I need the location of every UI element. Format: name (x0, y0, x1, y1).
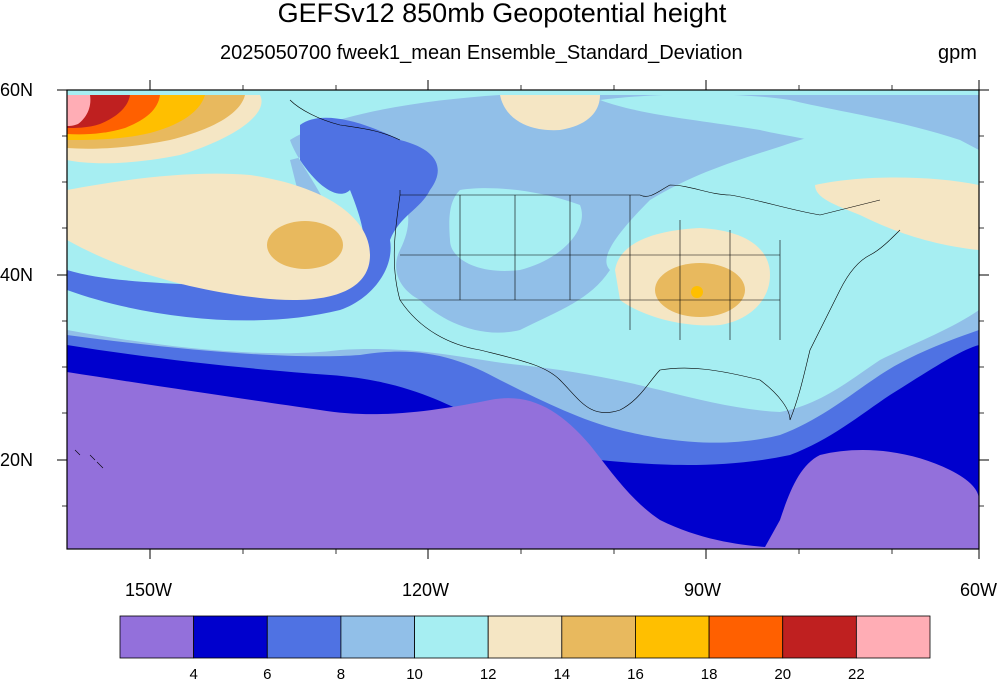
colorbar-swatch-7 (635, 615, 710, 659)
lat-label-60n: 60N (0, 80, 34, 100)
contour-fill (67, 90, 979, 549)
lat-label-20n: 20N (0, 450, 34, 470)
map-subtitle: 2025050700 fweek1_mean Ensemble_Standard… (220, 42, 743, 64)
map-title: GEFSv12 850mb Geopotential height (277, 0, 727, 28)
colorbar-swatch-0 (119, 615, 195, 659)
lon-label-150w: 150W (125, 580, 173, 600)
colorbar-tick-label: 18 (700, 666, 718, 683)
colorbar-swatch-3 (340, 615, 415, 659)
colorbar-tick-label: 16 (627, 666, 644, 683)
colorbar-swatch-9 (782, 615, 857, 659)
lat-label-40n: 40N (0, 265, 34, 285)
lon-label-120w: 120W (402, 580, 450, 600)
colorbar-tick-label: 6 (263, 666, 272, 683)
colorbar-swatch-2 (266, 615, 342, 659)
colorbar-tick-label: 14 (553, 666, 571, 683)
coastlines (74, 99, 901, 469)
colorbar-tick-label: 8 (336, 666, 346, 683)
lon-label-60w: 60W (960, 580, 998, 600)
colorbar-swatch-5 (487, 615, 563, 659)
plot-frame (66, 89, 980, 550)
axis-ticks (57, 80, 989, 559)
colorbar-tick-label: 12 (479, 666, 497, 683)
colorbar-swatch-6 (561, 615, 636, 659)
colorbar-tick-label: 4 (189, 666, 198, 683)
colorbar-swatch-10 (855, 615, 931, 659)
colorbar-swatch-8 (708, 615, 784, 659)
colorbar (119, 615, 931, 659)
colorbar-tick-label: 10 (406, 666, 423, 683)
colorbar-tick-label: 22 (848, 666, 865, 683)
units-label: gpm (938, 42, 977, 64)
lon-label-90w: 90W (684, 580, 722, 600)
colorbar-swatch-1 (193, 615, 268, 659)
colorbar-tick-label: 20 (774, 666, 792, 683)
colorbar-swatch-4 (414, 615, 489, 659)
